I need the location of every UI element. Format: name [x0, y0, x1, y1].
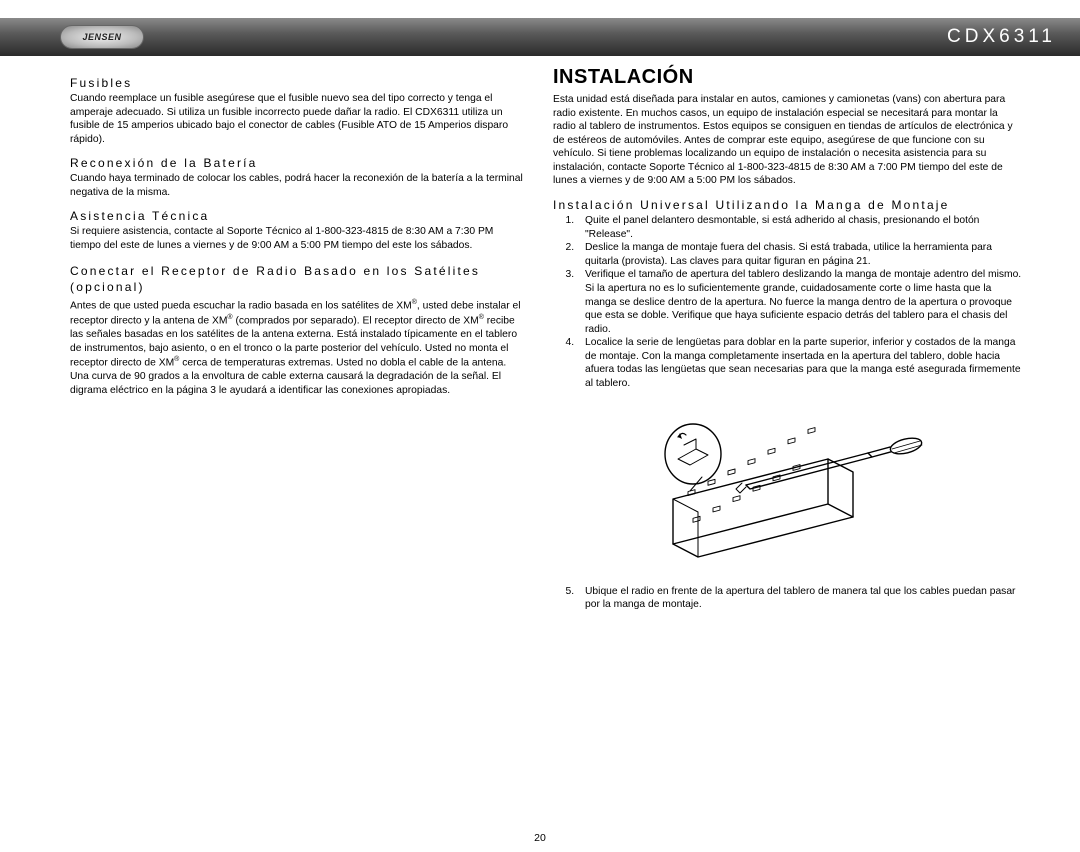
list-item: Deslice la manga de montaje fuera del ch… — [577, 241, 1023, 268]
page-content: Fusibles Cuando reemplace un fusible ase… — [0, 56, 1080, 616]
header-bar: JENSEN CDX6311 — [0, 18, 1080, 56]
mounting-sleeve-diagram — [638, 399, 938, 579]
heading-asistencia: Asistencia Técnica — [70, 209, 525, 223]
text-intro: Esta unidad está diseñada para instalar … — [553, 93, 1023, 188]
brand-logo: JENSEN — [60, 25, 144, 49]
right-column: INSTALACIÓN Esta unidad está diseñada pa… — [553, 66, 1023, 616]
install-steps-list-continued: Ubique el radio en frente de la apertura… — [559, 585, 1023, 612]
page-title: INSTALACIÓN — [553, 66, 1023, 89]
list-item: Localice la serie de lengüetas para dobl… — [577, 336, 1023, 390]
list-item: Ubique el radio en frente de la apertura… — [577, 585, 1023, 612]
heading-conectar: Conectar el Receptor de Radio Basado en … — [70, 263, 525, 297]
list-item: Quite el panel delantero desmontable, si… — [577, 214, 1023, 241]
text-reconexion: Cuando haya terminado de colocar los cab… — [70, 172, 525, 199]
heading-reconexion: Reconexión de la Batería — [70, 156, 525, 170]
text-fusibles: Cuando reemplace un fusible asegúrese qu… — [70, 92, 525, 146]
text-asistencia: Si requiere asistencia, contacte al Sopo… — [70, 225, 525, 252]
heading-fusibles: Fusibles — [70, 76, 525, 90]
conectar-part2: (comprados por separado). El receptor di… — [233, 316, 479, 327]
heading-universal: Instalación Universal Utilizando la Mang… — [553, 198, 1023, 212]
conectar-part0: Antes de que usted pueda escuchar la rad… — [70, 301, 412, 312]
text-conectar: Antes de que usted pueda escuchar la rad… — [70, 298, 525, 397]
install-steps-list: Quite el panel delantero desmontable, si… — [559, 214, 1023, 391]
left-column: Fusibles Cuando reemplace un fusible ase… — [70, 66, 525, 616]
list-item: Verifique el tamaño de apertura del tabl… — [577, 268, 1023, 336]
model-number: CDX6311 — [947, 26, 1056, 48]
